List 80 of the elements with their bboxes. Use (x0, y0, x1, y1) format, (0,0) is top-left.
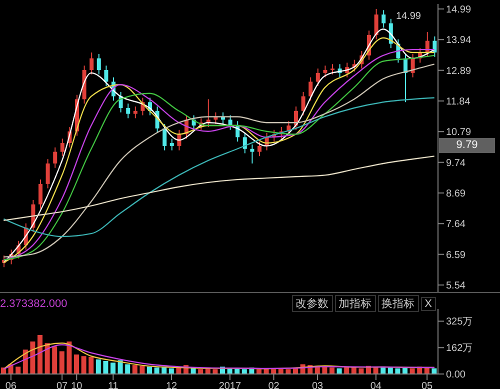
text: 9.79 (439, 138, 495, 154)
candlestick (250, 144, 254, 164)
x-tick-label: 02 (268, 381, 280, 389)
bar (242, 369, 247, 374)
y-tick-label: 325万 (446, 316, 473, 328)
bar (88, 356, 94, 374)
y-tick-label: 11.84 (446, 96, 471, 108)
bar (96, 359, 101, 374)
bar (66, 342, 72, 374)
line-series (3, 97, 435, 238)
bar (132, 365, 138, 374)
annotation: 14.99 (394, 10, 422, 22)
candlestick (96, 53, 101, 75)
bar (74, 354, 79, 374)
y-tick-label: 10.79 (446, 127, 472, 138)
candlestick (46, 158, 50, 189)
y-tick-label: 5.54 (446, 280, 466, 292)
bar (52, 346, 58, 374)
candlestick (308, 76, 313, 102)
candlestick (228, 114, 232, 130)
candlestick (242, 132, 247, 154)
annotation: 2.373382.000 (0, 298, 68, 310)
candlestick (374, 8, 378, 40)
x-tick-label: 12 (166, 381, 178, 389)
bar (16, 366, 21, 374)
y-tick-label: 9.74 (446, 158, 466, 169)
y-tick-label: 12.89 (446, 66, 472, 77)
candlestick (170, 138, 174, 151)
bar (154, 368, 160, 374)
bar (103, 361, 108, 374)
y-tick-label: 0.00 (446, 370, 466, 381)
candlestick (162, 124, 167, 151)
annotation: 换指标 (378, 295, 419, 312)
candlestick (316, 68, 320, 87)
x-tick-label: 05 (421, 381, 434, 389)
y-tick-label: 8.69 (446, 188, 466, 200)
bar (380, 368, 386, 374)
bar (44, 343, 50, 374)
bar (38, 335, 42, 374)
y-tick-label: 13.94 (446, 35, 472, 46)
bar (110, 362, 116, 374)
y-tick-label: 6.59 (446, 250, 466, 261)
x-tick-label: 06 (5, 381, 17, 389)
y-tick-label: 162万 (446, 343, 473, 354)
bar (212, 369, 218, 374)
candlestick (301, 91, 306, 116)
candlestick (53, 146, 58, 168)
annotation: X (420, 296, 436, 310)
bar (271, 369, 276, 374)
candlestick (90, 52, 94, 75)
candlestick (38, 179, 42, 210)
x-tick-label: 03 (312, 381, 324, 389)
bar (198, 369, 204, 374)
y-tick-label: 14.99 (446, 4, 472, 16)
candlestick (330, 64, 334, 75)
candlestick (323, 65, 328, 78)
y-tick-label: 7.64 (446, 219, 466, 230)
candlestick (126, 103, 130, 119)
x-tick-label: 10 (71, 381, 83, 389)
annotation: 改参数 (292, 295, 333, 312)
bar (344, 368, 350, 374)
bar (256, 369, 262, 374)
candlestick (133, 106, 138, 119)
candlestick (258, 141, 262, 157)
x-tick-label: 04 (370, 381, 382, 389)
bar (59, 351, 64, 374)
bar (81, 356, 86, 374)
bar (330, 368, 334, 374)
x-tick-label: 11 (108, 381, 119, 389)
bar (140, 366, 145, 374)
candlestick (60, 138, 64, 157)
x-tick-label: 2017 (218, 381, 242, 389)
bar (286, 369, 291, 374)
bar (147, 366, 152, 374)
bar (30, 342, 36, 374)
candlestick (104, 65, 108, 87)
candlestick (382, 10, 386, 28)
x-tick-label: 07 (56, 381, 68, 389)
annotation: 加指标 (334, 295, 376, 312)
bar (125, 364, 130, 374)
